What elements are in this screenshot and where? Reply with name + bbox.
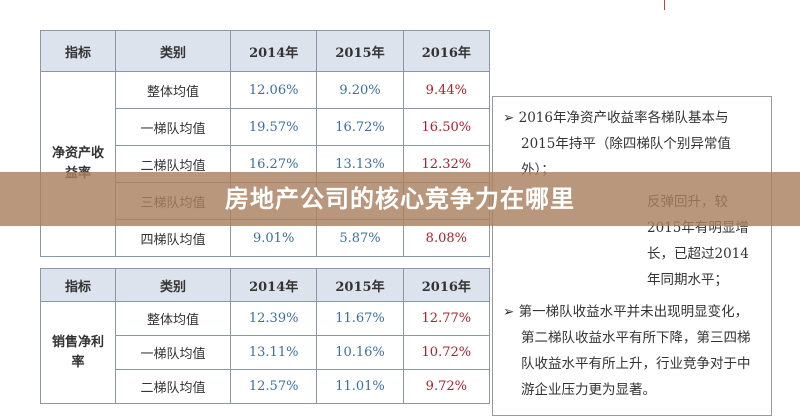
header-row: 指标 类别 2014年 2015年 2016年 <box>40 268 491 302</box>
header-cell: 2015年 <box>316 30 404 72</box>
value-cell: 9.20% <box>316 71 404 109</box>
header-cell: 2014年 <box>229 30 318 72</box>
value-cell: 10.16% <box>316 335 404 370</box>
value-cell: 16.50% <box>402 108 491 146</box>
header-cell: 2016年 <box>402 30 491 72</box>
value-cell: 10.72% <box>402 335 491 370</box>
value-cell: 19.57% <box>229 108 318 146</box>
header-cell: 指标 <box>40 268 116 302</box>
category-cell: 一梯队均值 <box>115 108 231 146</box>
value-cell: 9.44% <box>402 71 491 109</box>
row: 二梯队均值 12.57% 11.01% 9.72% <box>41 369 491 404</box>
value-cell: 9.72% <box>402 369 491 404</box>
indicator-cell: 净资产收益率 <box>40 71 116 257</box>
note-text: 第一梯队收益水平并未出现明显变化，第二梯队收益水平有所下降，第三四梯队收益水平有… <box>518 304 751 398</box>
header-cell: 类别 <box>115 30 231 72</box>
notes-box: ➢ 2016年净资产收益率各梯队基本与2015年持平（除四梯队个别异常值外）；反… <box>492 96 772 416</box>
header-cell: 类别 <box>115 268 231 302</box>
title-banner: 房地产公司的核心竞争力在哪里 <box>0 172 800 226</box>
category-cell: 整体均值 <box>115 71 231 109</box>
header-cell: 2015年 <box>316 268 404 302</box>
value-cell: 13.11% <box>229 335 318 370</box>
header-cell: 2016年 <box>402 268 491 302</box>
value-cell: 12.06% <box>229 71 318 109</box>
note-item: ➢ 第一梯队收益水平并未出现明显变化，第二梯队收益水平有所下降，第三四梯队收益水… <box>503 304 751 398</box>
note-text: 2016年净资产收益率各梯队基本与2015年持平（除四梯队个别异常值外）； <box>518 110 731 178</box>
category-cell: 整体均值 <box>115 301 231 336</box>
value-cell: 12.39% <box>229 301 318 336</box>
category-cell: 二梯队均值 <box>115 369 231 404</box>
header-cell: 2014年 <box>229 268 318 302</box>
value-cell: 16.72% <box>316 108 404 146</box>
value-cell: 11.01% <box>316 369 404 404</box>
row: 销售净利率 整体均值 12.39% 11.67% 12.77% <box>40 301 491 404</box>
value-cell: 12.77% <box>402 301 491 336</box>
category-cell: 一梯队均值 <box>115 335 231 370</box>
margin-table: 指标 类别 2014年 2015年 2016年 销售净利率 整体均值 12.39% 11.67%… <box>40 268 491 404</box>
header-row: 指标 类别 2014年 2015年 2016年 <box>40 30 491 72</box>
value-cell: 11.67% <box>316 301 404 336</box>
indicator-cell: 销售净利率 <box>40 301 116 404</box>
header-cell: 指标 <box>40 30 116 72</box>
value-cell: 12.57% <box>229 369 318 404</box>
decoration <box>664 0 665 10</box>
row: 净资产收益率整体均值12.06%9.20%9.44% <box>40 71 491 257</box>
